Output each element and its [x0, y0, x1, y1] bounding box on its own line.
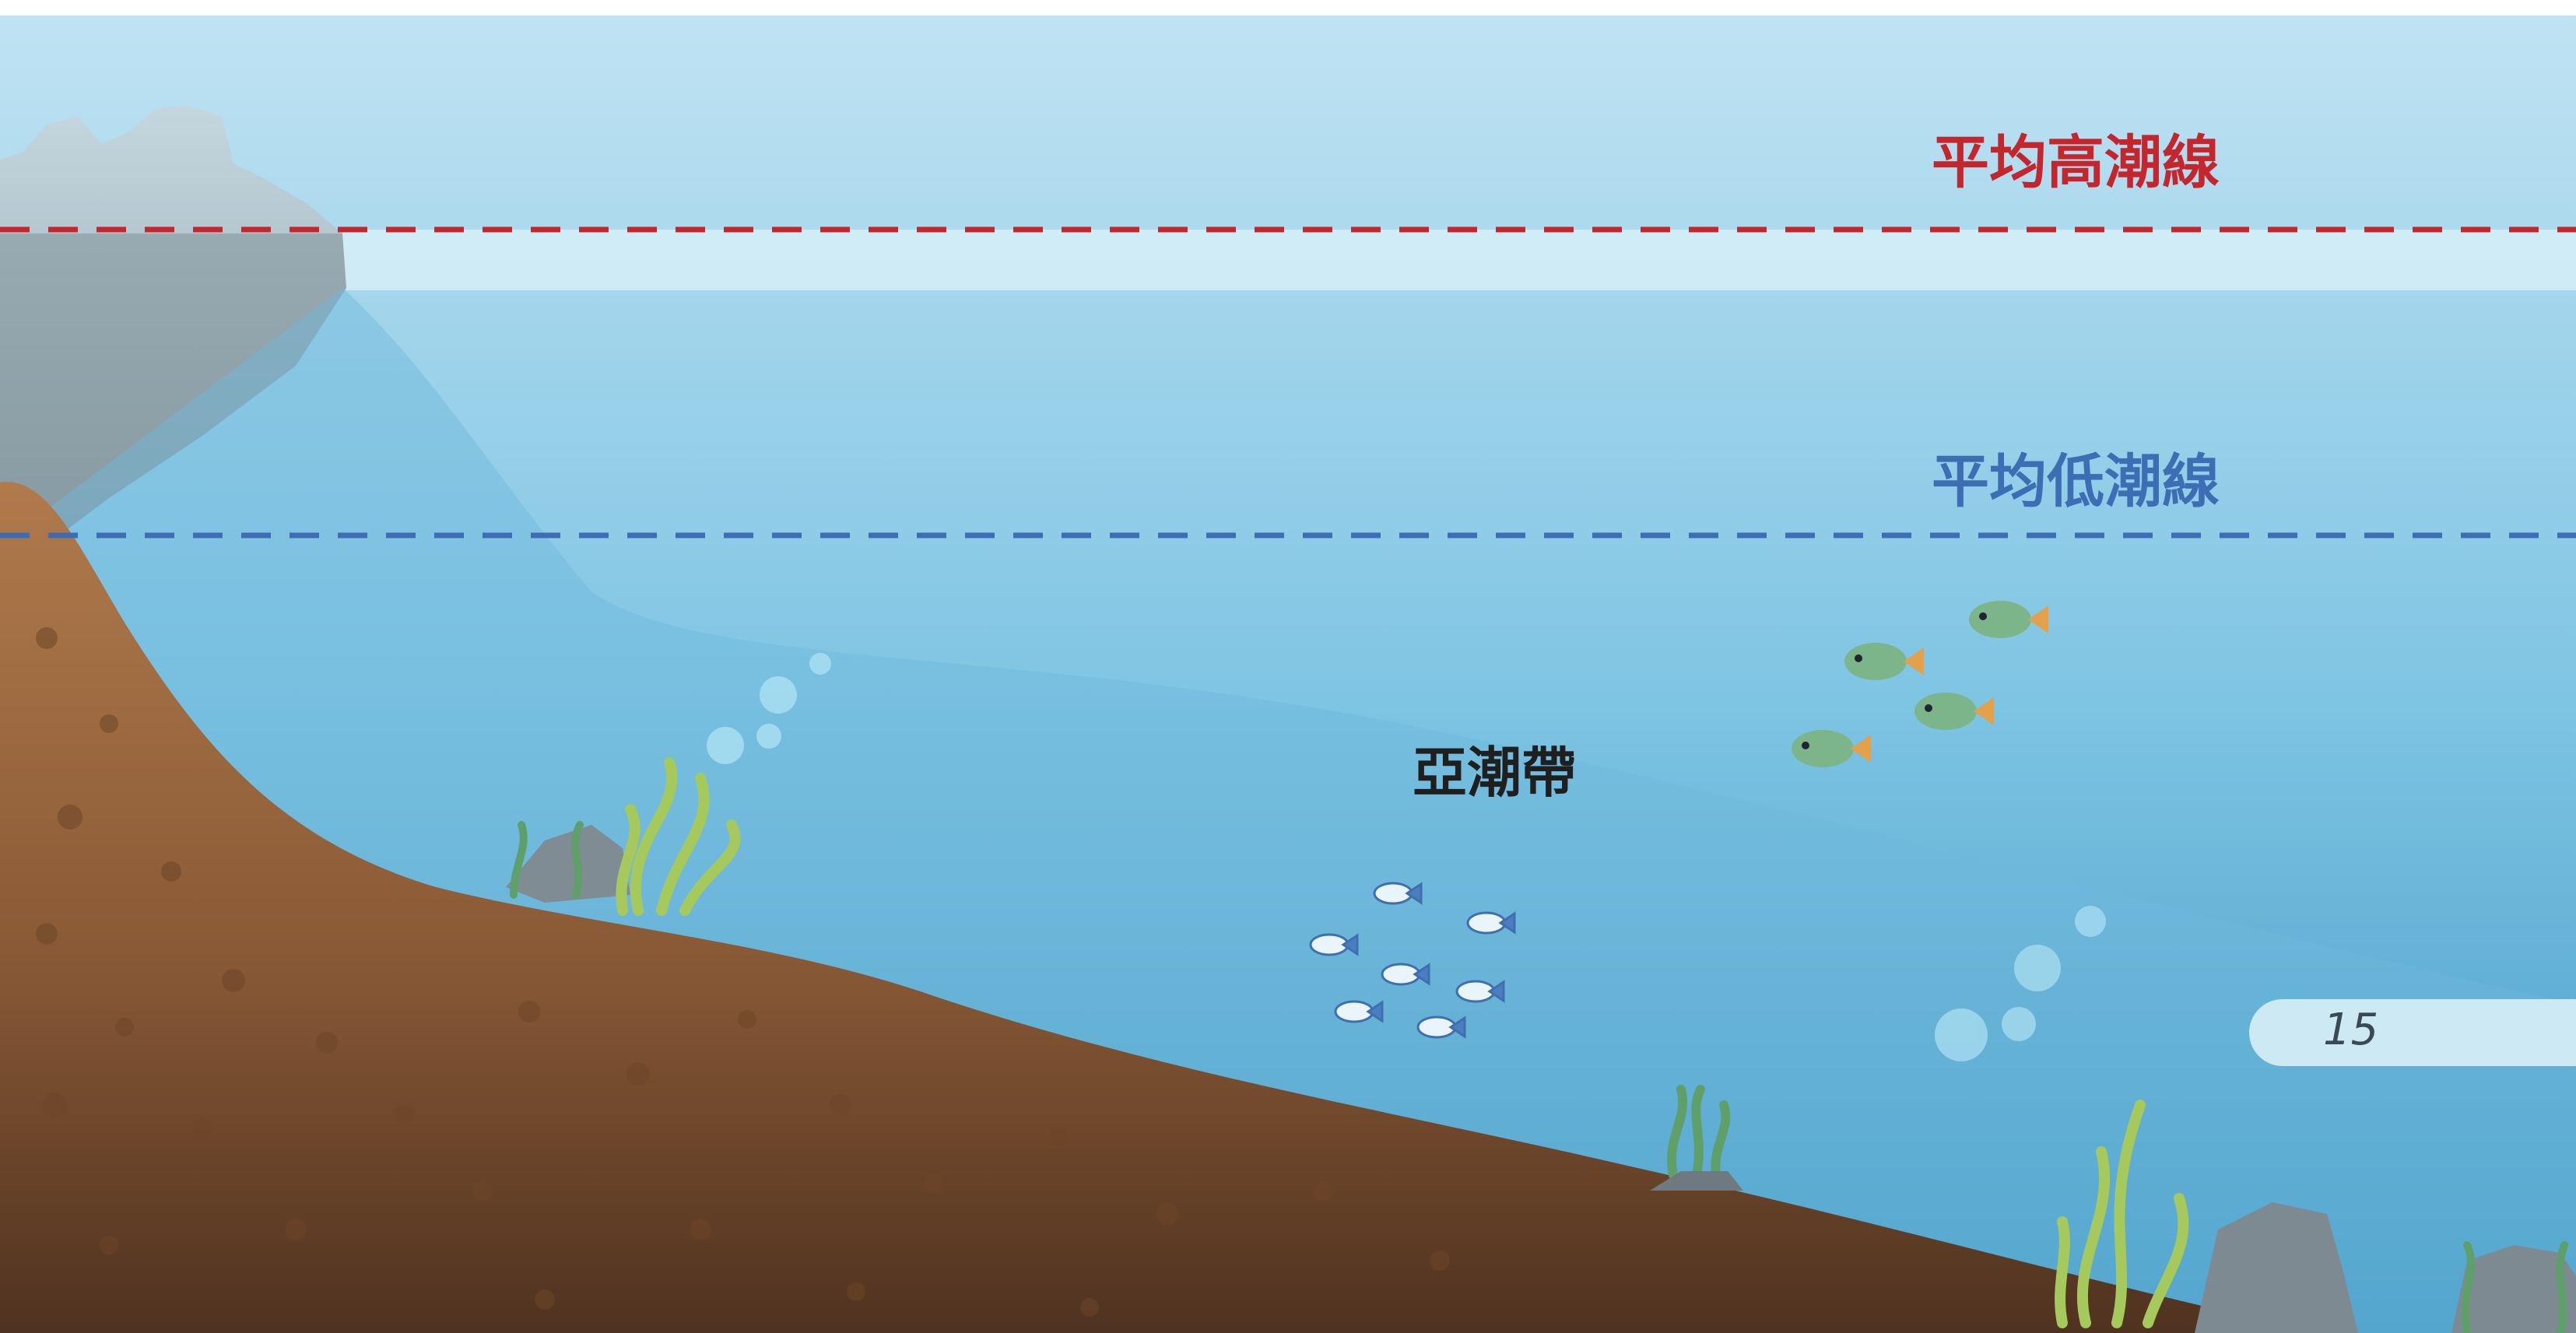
page-number-tab: 15 [2249, 999, 2576, 1066]
seaweed-right [2055, 1100, 2189, 1328]
blue-fish-school [1309, 882, 1516, 1039]
fish [1792, 730, 1871, 767]
cliff-rock-shadow [0, 233, 346, 560]
seabed-texture [36, 627, 1450, 1317]
fish [1969, 601, 2048, 638]
seaweed-far-right [2461, 1241, 2568, 1333]
far-right-rock [2451, 1245, 2576, 1333]
fish [1373, 882, 1423, 905]
low-tide-label: 平均低潮線 [1932, 448, 2220, 515]
green-fish-school [1792, 601, 2048, 767]
seabed [0, 482, 2335, 1333]
subtidal-zone-label: 亞潮帶 [1413, 741, 1576, 805]
bubbles-left [707, 653, 831, 764]
fish [1334, 1000, 1384, 1023]
bubbles-right [1935, 906, 2106, 1061]
high-tide-label: 平均高潮線 [1932, 129, 2220, 196]
fish [1844, 643, 1924, 680]
intertidal-strip [342, 230, 2576, 290]
seaweed-dark-left [510, 821, 584, 899]
fish [1416, 1016, 1466, 1039]
fish [1309, 933, 1359, 956]
seaweed-left [616, 757, 741, 916]
fish [1455, 980, 1505, 1003]
page-number: 15 [2323, 1005, 2379, 1055]
mid-rock [1650, 1171, 1743, 1191]
seaweed-mid [1666, 1085, 1731, 1180]
shore-rock [506, 825, 630, 903]
fish [1466, 911, 1516, 935]
top-margin [0, 0, 2576, 16]
fish [1914, 693, 1994, 730]
right-rock [2195, 1202, 2358, 1333]
fish [1381, 963, 1430, 986]
